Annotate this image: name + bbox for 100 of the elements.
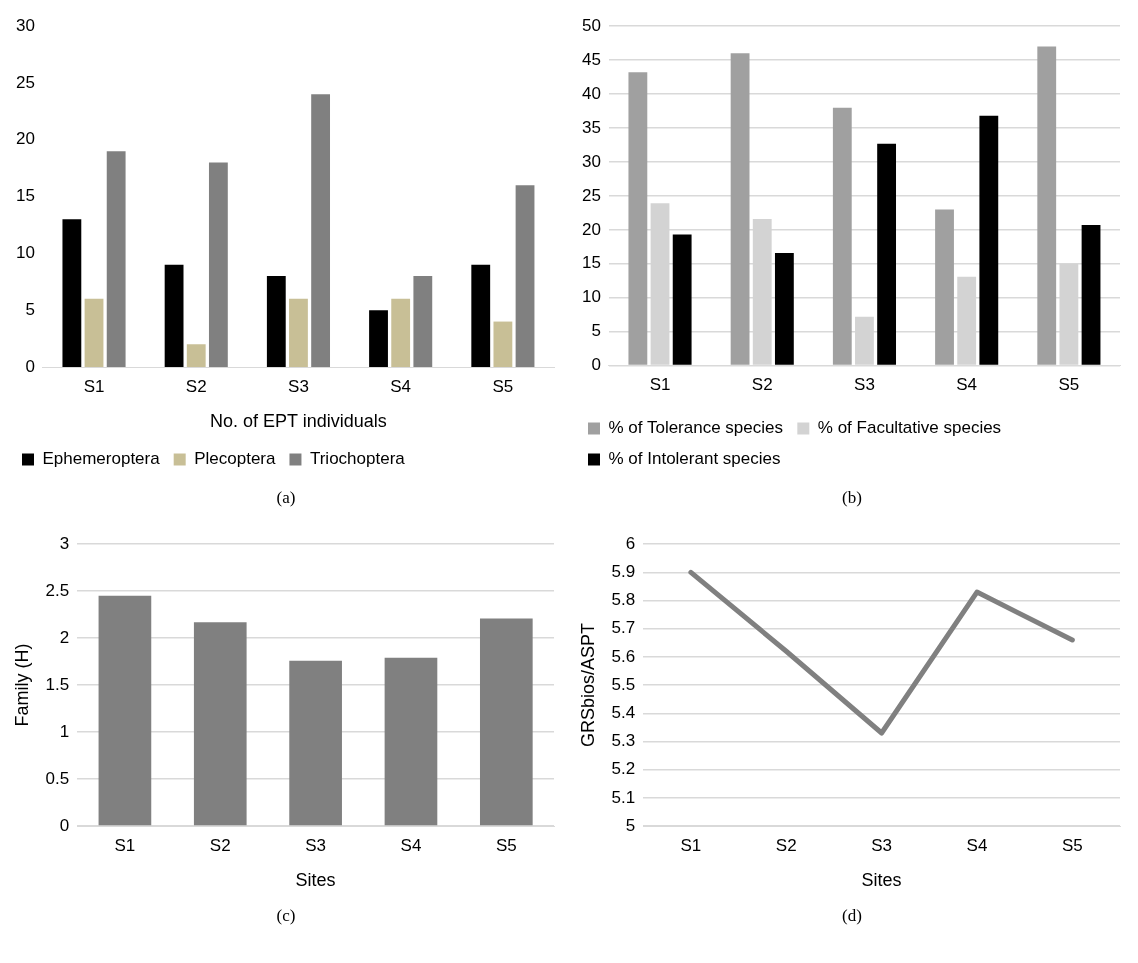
y-tick-label: 6 <box>625 533 636 553</box>
y-tick-label: 5.3 <box>611 731 636 751</box>
bar <box>164 264 184 367</box>
y-tick-label: 5.2 <box>611 759 636 779</box>
bar <box>193 622 247 826</box>
y-tick-label: 15 <box>581 253 601 273</box>
legend-label: Ephemeroptera <box>42 449 161 469</box>
x-tick-label: S5 <box>1061 835 1083 855</box>
bar <box>479 618 533 826</box>
bar <box>186 344 206 367</box>
text: (d) <box>841 906 863 926</box>
bar <box>369 310 388 367</box>
bar <box>62 219 82 367</box>
bar <box>289 660 342 826</box>
y-tick-label: 15 <box>15 186 35 206</box>
bar <box>493 321 513 367</box>
bar <box>1081 225 1101 365</box>
x-tick-label: S5 <box>495 835 517 855</box>
y-tick-label: 5.9 <box>611 562 636 582</box>
bar <box>311 94 331 367</box>
y-axis-title: Family (H) <box>11 643 32 727</box>
x-tick-label: S4 <box>390 376 412 396</box>
y-tick-label: 0 <box>25 356 35 376</box>
y-tick-label: 20 <box>581 219 601 239</box>
y-tick-label: 5.8 <box>611 590 636 610</box>
x-axis-title: Sites <box>295 870 336 891</box>
x-tick-label: S3 <box>288 376 309 396</box>
legend-label: Plecoptera <box>194 449 276 469</box>
x-tick-label: S5 <box>1058 375 1080 395</box>
y-tick-label: 1.5 <box>45 674 70 694</box>
y-tick-label: 5 <box>591 321 601 341</box>
text: (a) <box>275 488 297 508</box>
y-tick-label: 40 <box>581 83 601 103</box>
bar <box>774 252 794 365</box>
bar <box>1037 46 1057 365</box>
bar <box>98 595 152 826</box>
bar <box>106 151 126 367</box>
bar <box>672 234 692 365</box>
y-tick-label: 0.5 <box>45 768 70 788</box>
bar <box>935 209 954 365</box>
bar <box>628 72 648 365</box>
y-tick-label: 0 <box>591 355 601 375</box>
y-axis-title: GRSbios/ASPT <box>577 623 598 748</box>
x-tick-label: S3 <box>854 375 875 395</box>
y-tick-label: 2 <box>59 627 70 647</box>
x-axis-title: Sites <box>861 870 902 891</box>
bar <box>266 276 286 367</box>
y-tick-label: 2.5 <box>45 580 70 600</box>
bar <box>289 298 308 367</box>
bar <box>413 276 433 367</box>
legend-label: Triochoptera <box>309 449 406 469</box>
y-tick-label: 45 <box>581 49 601 69</box>
bar <box>877 143 897 365</box>
y-tick-label: 5.7 <box>611 618 636 638</box>
bar <box>730 53 750 365</box>
x-tick-label: S1 <box>680 835 702 855</box>
x-tick-label: S2 <box>775 835 797 855</box>
x-tick-label: S2 <box>751 375 773 395</box>
legend-label: % of Facultative species <box>817 418 1002 438</box>
y-tick-label: 30 <box>581 151 601 171</box>
x-tick-label: S3 <box>871 835 893 855</box>
y-tick-label: 25 <box>581 185 601 205</box>
y-tick-label: 5 <box>625 815 636 835</box>
y-tick-label: 3 <box>59 533 70 553</box>
y-tick-label: 5.5 <box>611 674 636 694</box>
legend-label: % of Intolerant species <box>608 449 781 469</box>
x-tick-label: S1 <box>114 835 136 855</box>
bar <box>384 657 438 826</box>
text: (c) <box>275 906 297 926</box>
bar <box>84 298 104 367</box>
y-tick-label: 10 <box>15 243 35 263</box>
bar <box>391 298 411 367</box>
bar <box>832 107 852 365</box>
y-tick-label: 5 <box>25 299 35 319</box>
y-tick-label: 0 <box>59 815 70 835</box>
x-axis-title: No. of EPT individuals <box>210 411 387 432</box>
bar <box>208 162 228 367</box>
x-tick-label: S5 <box>492 376 514 396</box>
y-tick-label: 25 <box>15 72 35 92</box>
text: (b) <box>841 488 863 508</box>
bar <box>471 264 491 367</box>
x-tick-label: S2 <box>209 835 231 855</box>
x-tick-label: S1 <box>649 375 671 395</box>
y-tick-label: 5.6 <box>611 646 636 666</box>
y-tick-label: 5.4 <box>611 702 636 722</box>
bar <box>515 185 535 367</box>
y-tick-label: 20 <box>15 129 35 149</box>
y-tick-label: 50 <box>581 15 601 35</box>
x-tick-label: S4 <box>400 835 422 855</box>
y-tick-label: 35 <box>581 117 601 137</box>
x-tick-label: S4 <box>956 375 978 395</box>
y-tick-label: 1 <box>59 721 70 741</box>
y-tick-label: 10 <box>581 287 601 307</box>
x-tick-label: S4 <box>966 835 988 855</box>
bar <box>979 115 999 365</box>
y-tick-label: 30 <box>15 15 35 35</box>
legend-label: % of Tolerance species <box>608 418 784 438</box>
x-tick-label: S3 <box>305 835 327 855</box>
y-tick-label: 5.1 <box>611 787 636 807</box>
x-tick-label: S1 <box>83 376 105 396</box>
